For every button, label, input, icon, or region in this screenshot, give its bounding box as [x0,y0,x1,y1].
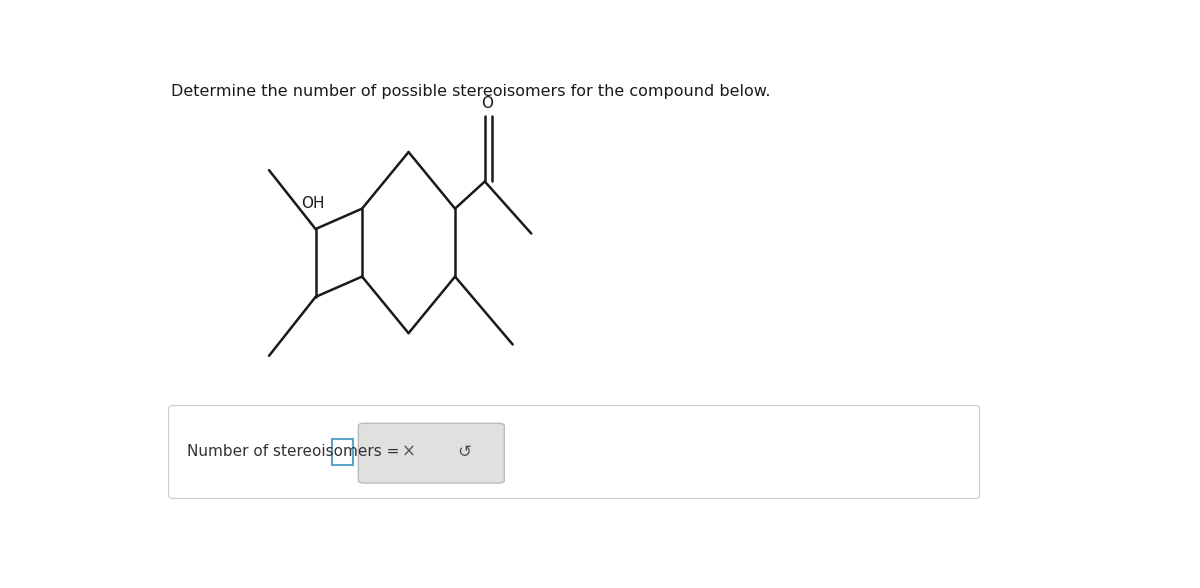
Text: OH: OH [301,196,324,211]
Text: ×: × [402,443,415,461]
Text: Number of stereoisomers =: Number of stereoisomers = [187,445,400,459]
FancyBboxPatch shape [168,406,979,499]
Text: ↺: ↺ [457,443,472,461]
Text: O: O [481,96,493,111]
FancyBboxPatch shape [359,423,504,483]
Text: Determine the number of possible stereoisomers for the compound below.: Determine the number of possible stereoi… [172,84,770,99]
FancyBboxPatch shape [332,439,353,465]
